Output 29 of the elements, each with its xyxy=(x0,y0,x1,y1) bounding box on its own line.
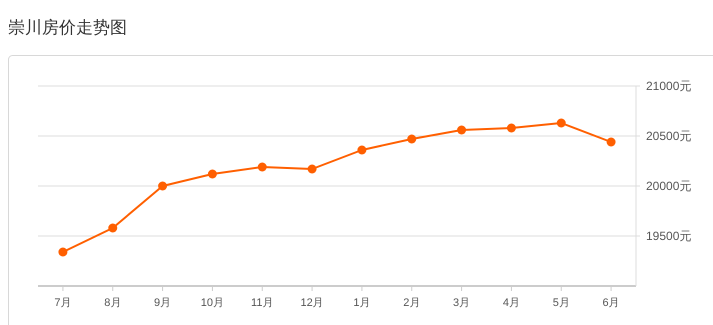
x-tick-label: 3月 xyxy=(453,297,470,309)
x-tick-label: 4月 xyxy=(502,297,520,309)
point xyxy=(357,146,366,154)
point xyxy=(58,248,68,256)
x-tick-label: 5月 xyxy=(552,297,570,309)
point xyxy=(208,170,217,178)
y-tick-label: 20500元 xyxy=(646,129,692,143)
y-tick-label: 20000元 xyxy=(646,179,692,193)
x-tick-label: 7月 xyxy=(54,297,72,309)
point xyxy=(407,134,416,144)
chart-title: 崇川房价走势图 xyxy=(8,18,127,37)
x-tick-label: 11月 xyxy=(251,297,274,309)
x-tick-label: 12月 xyxy=(300,297,324,309)
y-tick-label: 19500元 xyxy=(646,229,692,243)
x-tick-label: 8月 xyxy=(104,297,122,309)
point xyxy=(556,118,566,128)
point xyxy=(258,162,267,172)
y-tick-label: 21000元 xyxy=(646,79,692,93)
point xyxy=(158,182,168,190)
x-tick-label: 2月 xyxy=(403,297,420,309)
point xyxy=(108,224,118,232)
point xyxy=(308,164,317,174)
point xyxy=(506,124,516,132)
point xyxy=(606,138,616,146)
point xyxy=(457,126,466,134)
x-tick-label: 9月 xyxy=(154,297,172,309)
x-tick-label: 1月 xyxy=(353,297,370,309)
x-tick-label: 10月 xyxy=(200,297,224,309)
x-tick-label: 6月 xyxy=(602,297,620,309)
